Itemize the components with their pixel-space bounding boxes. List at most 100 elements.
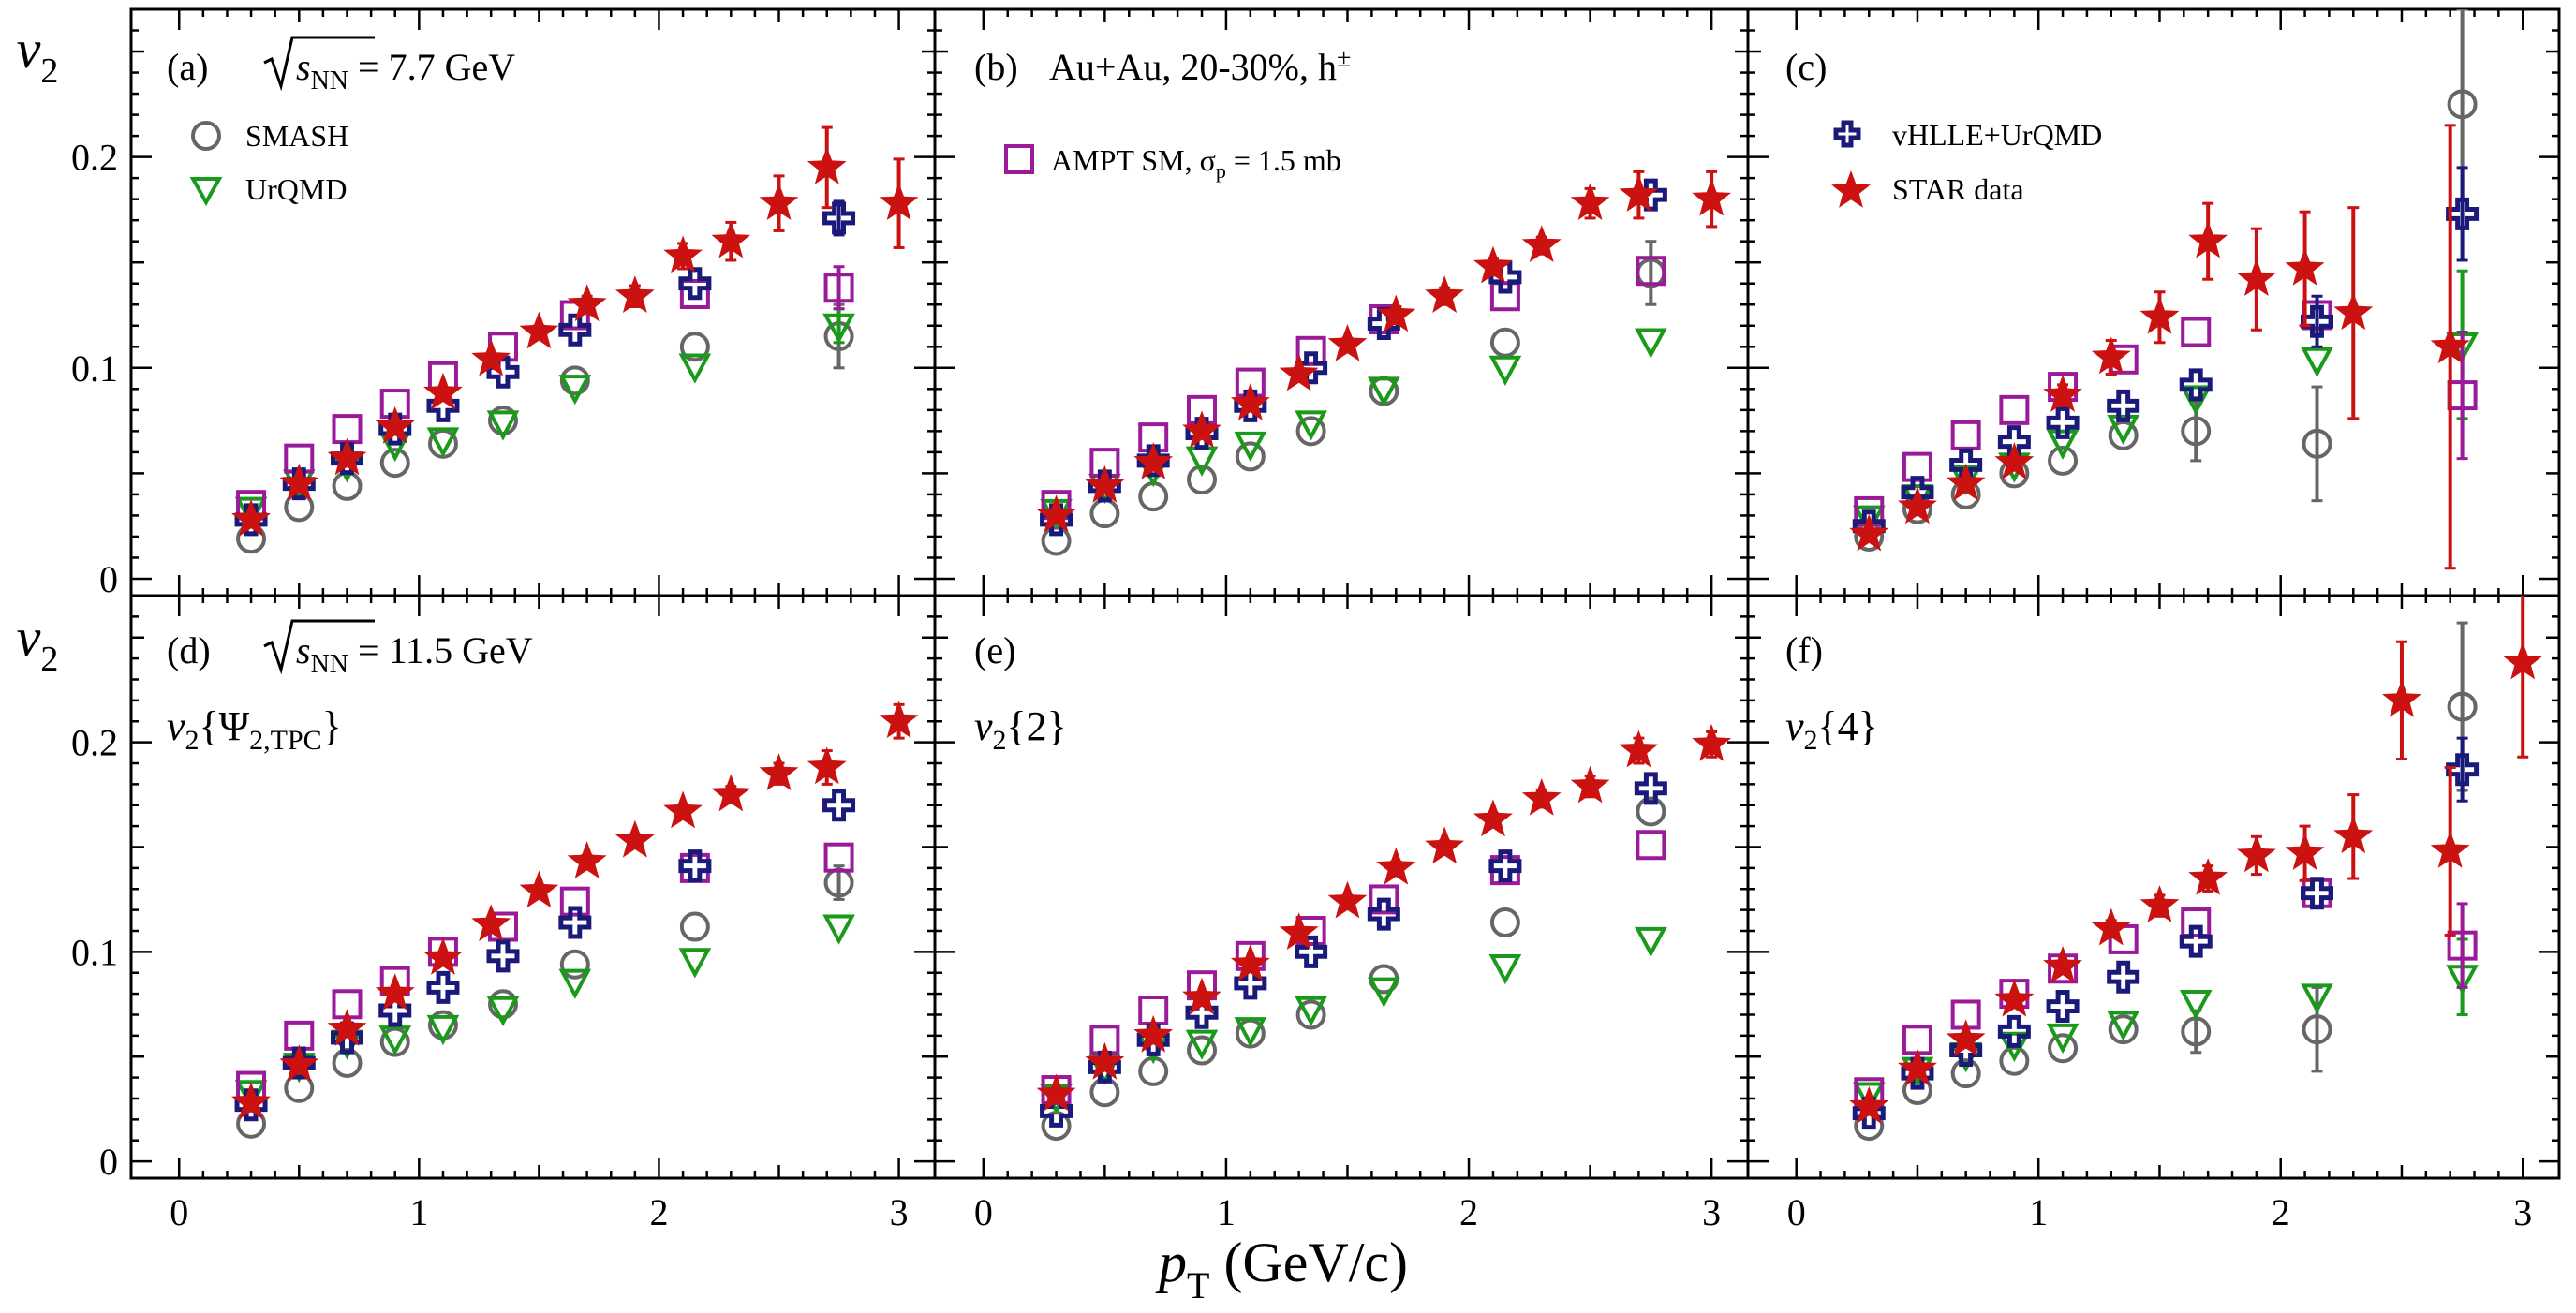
marker-star	[2430, 326, 2470, 364]
marker-star	[614, 819, 655, 858]
x-axis-title: pT (GeV/c)	[1155, 1232, 1408, 1306]
legend-label-ampt: AMPT SM, σp = 1.5 mb	[1051, 143, 1341, 183]
legend-label-smash: SMASH	[245, 119, 348, 153]
y-tick-label: 0.1	[71, 347, 118, 390]
series-smash-f	[1854, 621, 2478, 1142]
marker-vhlle	[822, 201, 856, 235]
series-vhlle-c	[1852, 166, 2480, 543]
marker-urqmd	[678, 353, 712, 384]
marker-vhlle	[678, 267, 712, 301]
method-label-e: v2{2}	[974, 703, 1067, 756]
marker-urqmd	[1295, 996, 1327, 1026]
legend-label-urqmd: UrQMD	[245, 172, 347, 206]
energy-label-bottom: sNN = 11.5 GeV	[263, 619, 533, 679]
panel-f: 0 1 2 3	[1746, 594, 2561, 1233]
system-label-text: Au+Au, 20-30%, h	[1049, 46, 1337, 88]
marker-star	[807, 746, 847, 785]
marker-star	[231, 498, 271, 537]
y-axis-title-bottom-sub: 2	[40, 640, 58, 679]
marker-smash	[2048, 445, 2079, 476]
energy-label-bottom-sub: NN	[311, 650, 348, 679]
method-d-sub1: 2	[185, 725, 200, 756]
legend-marker-urqmd	[189, 177, 223, 207]
marker-urqmd	[426, 427, 460, 458]
marker-star	[567, 841, 607, 878]
marker-star	[471, 904, 511, 942]
x-tick-label: 3	[890, 1191, 909, 1233]
series-star-a	[231, 125, 919, 537]
method-d-sub2: 2,TPC	[249, 725, 322, 756]
y-axis-title-top-sub: 2	[40, 52, 58, 91]
x-axis-title-p: p	[1155, 1232, 1187, 1293]
marker-smash	[559, 949, 590, 980]
method-e-tail: {2}	[1007, 703, 1067, 749]
marker-smash	[1187, 465, 1218, 495]
marker-star	[375, 973, 415, 1011]
marker-smash	[1950, 1058, 1981, 1089]
marker-star	[519, 311, 559, 349]
marker-star	[327, 437, 367, 476]
legend-marker-star	[1831, 170, 1871, 208]
series-star-f	[1849, 596, 2543, 1124]
method-d-close: }	[322, 703, 342, 749]
series-urqmd-d	[234, 914, 855, 1111]
series-smash-e	[1041, 796, 1666, 1142]
marker-star	[1425, 826, 1464, 864]
marker-star	[1036, 494, 1076, 533]
legend-marker-vhlle	[1833, 120, 1861, 148]
marker-smash	[2302, 428, 2332, 459]
data-layer-d	[231, 701, 919, 1139]
marker-smash	[1295, 999, 1326, 1030]
marker-vhlle	[558, 313, 592, 347]
y-tick-label: 0.1	[71, 931, 118, 973]
x-tick-label: 2	[1459, 1191, 1478, 1233]
panel-frame-f	[1746, 594, 2561, 1180]
marker-smash	[1089, 498, 1120, 529]
x-axis-title-unit: (GeV/c)	[1209, 1232, 1408, 1293]
marker-star	[2091, 907, 2131, 946]
panel-e: 0 1 2 3	[933, 594, 1750, 1233]
y-axis-title-bottom-v: v	[17, 607, 41, 668]
marker-vhlle	[2046, 406, 2080, 439]
marker-urqmd	[1488, 355, 1522, 387]
method-label-d: v2{Ψ2,TPC}	[167, 703, 342, 756]
marker-urqmd	[1295, 410, 1327, 441]
x-tick-label: 1	[409, 1191, 428, 1233]
panel-b	[933, 7, 1750, 597]
marker-vhlle	[2107, 960, 2140, 994]
marker-urqmd	[1635, 926, 1667, 958]
marker-smash	[559, 365, 590, 396]
series-smash-b	[1041, 240, 1666, 556]
marker-vhlle	[486, 939, 520, 973]
series-ampt-e	[1041, 830, 1666, 1106]
energy-label-bottom-value: = 11.5 GeV	[348, 629, 533, 671]
marker-urqmd	[2301, 983, 2333, 1014]
marker-star	[1994, 979, 2035, 1017]
x-tick-label: 1	[1217, 1191, 1236, 1233]
y-tick-label: 0.2	[71, 722, 118, 764]
marker-star	[1692, 178, 1732, 216]
marker-vhlle	[378, 994, 412, 1027]
marker-smash	[379, 448, 410, 479]
legend-item-urqmd: UrQMD	[189, 172, 347, 207]
marker-star	[1085, 1041, 1125, 1080]
marker-urqmd	[2107, 414, 2140, 446]
data-layer-f	[1849, 596, 2543, 1142]
marker-vhlle	[2300, 877, 2333, 910]
marker-star	[471, 338, 511, 376]
marker-star	[2333, 816, 2374, 854]
x-tick-label: 1	[2029, 1191, 2048, 1233]
marker-star	[2285, 833, 2325, 870]
data-layer-a	[231, 125, 919, 554]
marker-ampt	[2181, 317, 2212, 347]
marker-star	[759, 753, 799, 790]
series-smash-d	[236, 864, 854, 1139]
marker-urqmd	[378, 1025, 412, 1056]
marker-star	[1619, 730, 1659, 768]
x-tick-label: 3	[2513, 1191, 2532, 1233]
marker-star	[2430, 831, 2470, 868]
data-layer-e	[1036, 723, 1732, 1142]
marker-vhlle	[2046, 990, 2080, 1024]
energy-label-top-sub: NN	[311, 66, 348, 96]
x-axis-title-sub: T	[1187, 1264, 1209, 1306]
